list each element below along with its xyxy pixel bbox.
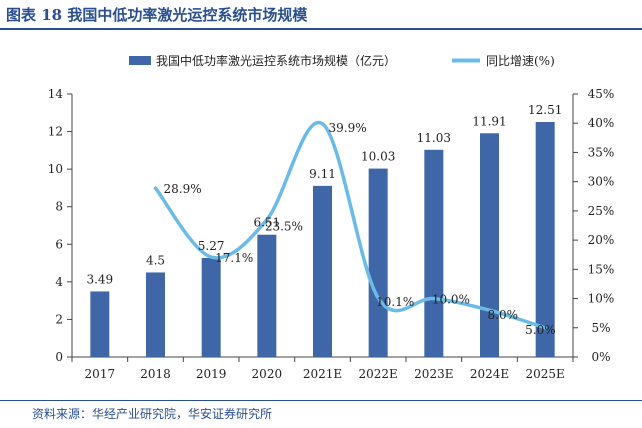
right-tick-label: 25% [588,204,615,218]
x-tick-label: 2018 [140,367,171,381]
growth-value-label: 39.9% [329,121,367,135]
left-tick-label: 12 [48,125,63,139]
legend: 我国中低功率激光运控系统市场规模（亿元） 同比增速(%) [129,53,555,68]
right-tick-label: 40% [588,116,615,130]
bar-value-label: 5.27 [198,239,225,253]
footer-rule [0,400,642,401]
source-note: 资料来源：华经产业研究院，华安证券研究所 [32,407,273,421]
bar-value-label: 4.5 [146,253,165,267]
left-tick-label: 2 [55,312,63,326]
left-tick-label: 10 [48,162,63,176]
bar [313,185,332,357]
right-tick-label: 10% [588,292,615,306]
x-tick-label: 2021E [303,367,342,381]
x-tick-label: 2023E [414,367,453,381]
left-tick-label: 8 [55,200,63,214]
x-tick-label: 2022E [359,367,398,381]
bar [535,121,555,357]
growth-value-label: 17.1% [215,251,253,265]
x-tick-label: 2017 [85,367,116,381]
bar [424,149,444,357]
x-tick-label: 2019 [196,367,227,381]
right-tick-label: 5% [591,321,610,335]
bar [257,234,277,357]
bar-value-label: 12.51 [528,103,562,117]
bar-value-label: 10.03 [361,150,395,164]
left-tick-label: 14 [48,87,64,101]
bar-value-label: 3.49 [86,272,113,286]
bar-value-label: 6.51 [253,216,280,230]
right-tick-label: 45% [588,87,615,101]
right-tick-label: 35% [588,145,615,159]
x-tick-label: 2025E [526,367,565,381]
bar [368,168,388,357]
right-tick-label: 0% [591,350,610,364]
growth-value-label: 23.5% [265,220,303,234]
legend-bar-swatch [129,56,151,65]
growth-line-layer [153,120,547,330]
left-tick-label: 4 [55,275,63,289]
left-tick-label: 0 [55,350,63,364]
bar [480,133,499,357]
chart-title: 图表 18 我国中低功率激光运控系统市场规模 [6,6,308,24]
bar-value-label: 11.03 [417,131,451,145]
growth-value-label: 28.9% [164,182,202,196]
growth-value-label: 8.0% [488,308,519,322]
growth-value-label: 5.0% [525,323,556,337]
x-tick-label: 2024E [470,367,509,381]
right-tick-label: 30% [588,175,615,189]
left-tick-label: 6 [55,237,63,251]
bar [146,272,165,357]
growth-line [153,120,547,330]
x-tick-label: 2020 [252,367,283,381]
growth-value-label: 10.0% [432,293,470,307]
right-tick-label: 20% [588,233,615,247]
bar-value-label: 11.91 [472,114,506,128]
legend-line-label: 同比增速(%) [486,54,555,68]
bar-value-label: 9.11 [309,167,336,181]
right-tick-label: 15% [588,262,615,276]
data-labels: 3.49 4.5 5.27 6.51 9.11 10.03 11.03 11.91 12.51 2… [86,103,562,337]
bar [90,291,110,357]
legend-bar-label: 我国中低功率激光运控系统市场规模（亿元） [156,53,396,68]
bars [90,121,555,357]
chart: 我国中低功率激光运控系统市场规模（亿元） 同比增速(%) 0 2 4 6 8 10 12 14… [48,53,615,381]
growth-value-label: 10.1% [376,295,414,309]
bar [201,257,221,357]
title-rule [0,28,642,30]
